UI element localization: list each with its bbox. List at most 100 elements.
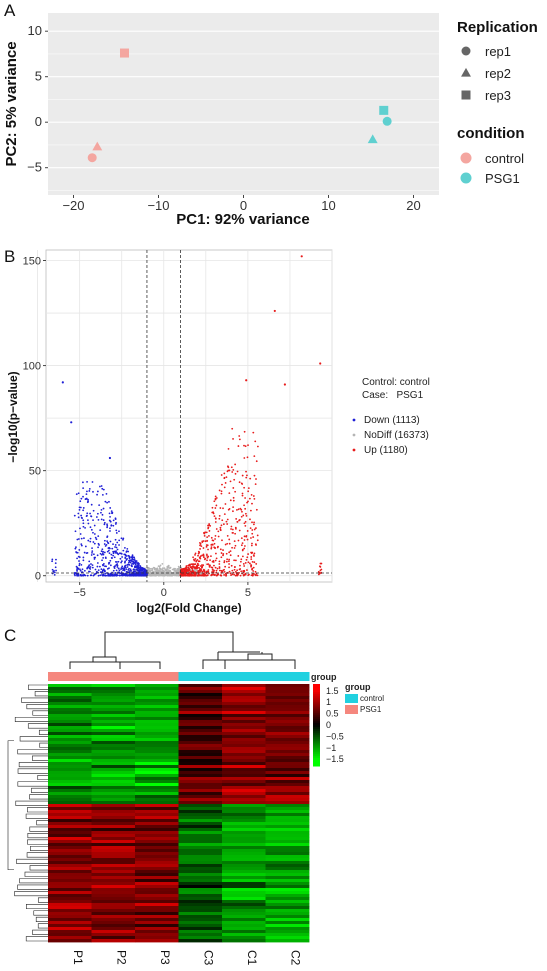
volcano-point-up: [234, 570, 237, 573]
volcano-point-up: [245, 535, 248, 538]
heatmap-cell: [178, 867, 223, 871]
volcano-point-up: [238, 438, 241, 441]
heatmap-cell: [91, 744, 136, 748]
volcano-y-tick-label: 50: [29, 466, 41, 478]
volcano-point-nodiff: [166, 574, 169, 577]
volcano-point-up: [320, 562, 323, 565]
volcano-point-up: [190, 567, 193, 570]
legend-series-label: Up (1180): [364, 445, 408, 456]
volcano-point-up: [233, 547, 236, 549]
volcano-point-down: [123, 569, 126, 572]
heatmap-cell: [48, 891, 92, 895]
row-dendrogram-branch: [26, 904, 48, 910]
volcano-point-up: [251, 542, 253, 545]
volcano-point-down: [133, 556, 136, 559]
volcano-point-nodiff: [166, 567, 169, 570]
volcano-point-up: [233, 568, 236, 571]
volcano-point-up: [246, 569, 248, 571]
heatmap-cell: [135, 714, 179, 718]
volcano-point-down: [96, 565, 99, 568]
row-dendrogram-branch: [14, 716, 48, 722]
volcano-point-down: [125, 568, 128, 571]
volcano-point-down: [88, 560, 91, 563]
volcano-point-down: [112, 554, 115, 557]
heatmap-cell: [265, 741, 310, 745]
volcano-point-nodiff: [161, 569, 164, 572]
heatmap-cell: [178, 807, 223, 811]
heatmap-cell: [265, 735, 310, 739]
volcano-point-up: [255, 508, 258, 511]
heatmap-cell: [48, 696, 92, 700]
heatmap-cell: [48, 693, 92, 697]
heatmap-cell: [222, 762, 266, 766]
heatmap-cell: [178, 930, 223, 934]
volcano-point-down: [135, 560, 138, 562]
volcano-point-up: [223, 570, 226, 573]
heatmap-cell: [265, 858, 310, 862]
volcano-point-up: [254, 570, 257, 573]
volcano-point-up: [233, 566, 236, 569]
heatmap-cell: [178, 915, 223, 919]
volcano-point-up: [247, 574, 250, 577]
volcano-point-nodiff: [153, 571, 155, 574]
group-legend-title: group: [345, 682, 371, 692]
colorbar-segment: [313, 700, 320, 703]
heatmap-cell: [178, 861, 223, 865]
volcano-point-down: [100, 508, 103, 511]
volcano-point-up: [227, 466, 230, 469]
row-dendrogram: [7, 684, 48, 942]
volcano-point-down: [122, 549, 125, 552]
volcano-point-down: [106, 535, 109, 538]
volcano-point-up: [203, 534, 206, 537]
volcano-point-nodiff: [149, 570, 152, 573]
volcano-point-up: [217, 530, 220, 533]
column-label-P3: P3: [158, 950, 172, 965]
volcano-point-up: [218, 569, 221, 572]
heatmap-cell: [265, 816, 310, 820]
heatmap-cell: [135, 837, 179, 841]
volcano-point-down: [134, 565, 137, 568]
volcano-point-up: [230, 466, 233, 469]
heatmap-cell: [178, 843, 223, 847]
volcano-point-down: [109, 527, 111, 530]
group-bar-C3: [178, 672, 223, 681]
heatmap-cell: [222, 795, 266, 799]
volcano-point-up: [214, 534, 217, 537]
heatmap-cell: [265, 723, 310, 727]
heatmap-cell: [48, 807, 92, 811]
heatmap-cell: [135, 843, 179, 847]
heatmap-cell: [48, 714, 92, 718]
column-label-P1: P1: [71, 950, 85, 965]
heatmap-cell: [222, 771, 266, 775]
heatmap-cell: [135, 753, 179, 757]
volcano-point-up: [194, 558, 197, 560]
heatmap-cell: [48, 801, 92, 805]
heatmap-cell: [178, 873, 223, 877]
heatmap-cell: [265, 777, 310, 781]
volcano-point-up: [243, 570, 246, 573]
heatmap-cell: [265, 690, 310, 694]
heatmap-cell: [178, 765, 223, 769]
heatmap-cell: [265, 711, 310, 715]
volcano-point-down: [132, 561, 135, 564]
heatmap-cell: [265, 705, 310, 709]
volcano-point-down: [109, 540, 112, 543]
heatmap-cell: [135, 894, 179, 898]
heatmap-cell: [178, 687, 223, 691]
volcano-point-up: [211, 568, 214, 571]
volcano-point-nodiff: [154, 570, 157, 572]
volcano-point-down: [96, 493, 98, 496]
heatmap-cell: [178, 921, 223, 925]
heatmap-cell: [178, 864, 223, 868]
volcano-point-down: [80, 544, 83, 547]
heatmap-cell: [91, 765, 136, 769]
row-dendrogram-branch: [15, 800, 48, 806]
legend-shape-rep1: [461, 46, 471, 56]
heatmap-cell: [135, 699, 179, 703]
heatmap-cell: [265, 747, 310, 751]
heatmap-cell: [222, 798, 266, 802]
volcano-legend-items: Down (1113) NoDiff (16373) Up (1180): [352, 415, 429, 456]
heatmap-cell: [265, 801, 310, 805]
pca-point: [120, 48, 129, 58]
volcano-point-up: [250, 544, 253, 547]
